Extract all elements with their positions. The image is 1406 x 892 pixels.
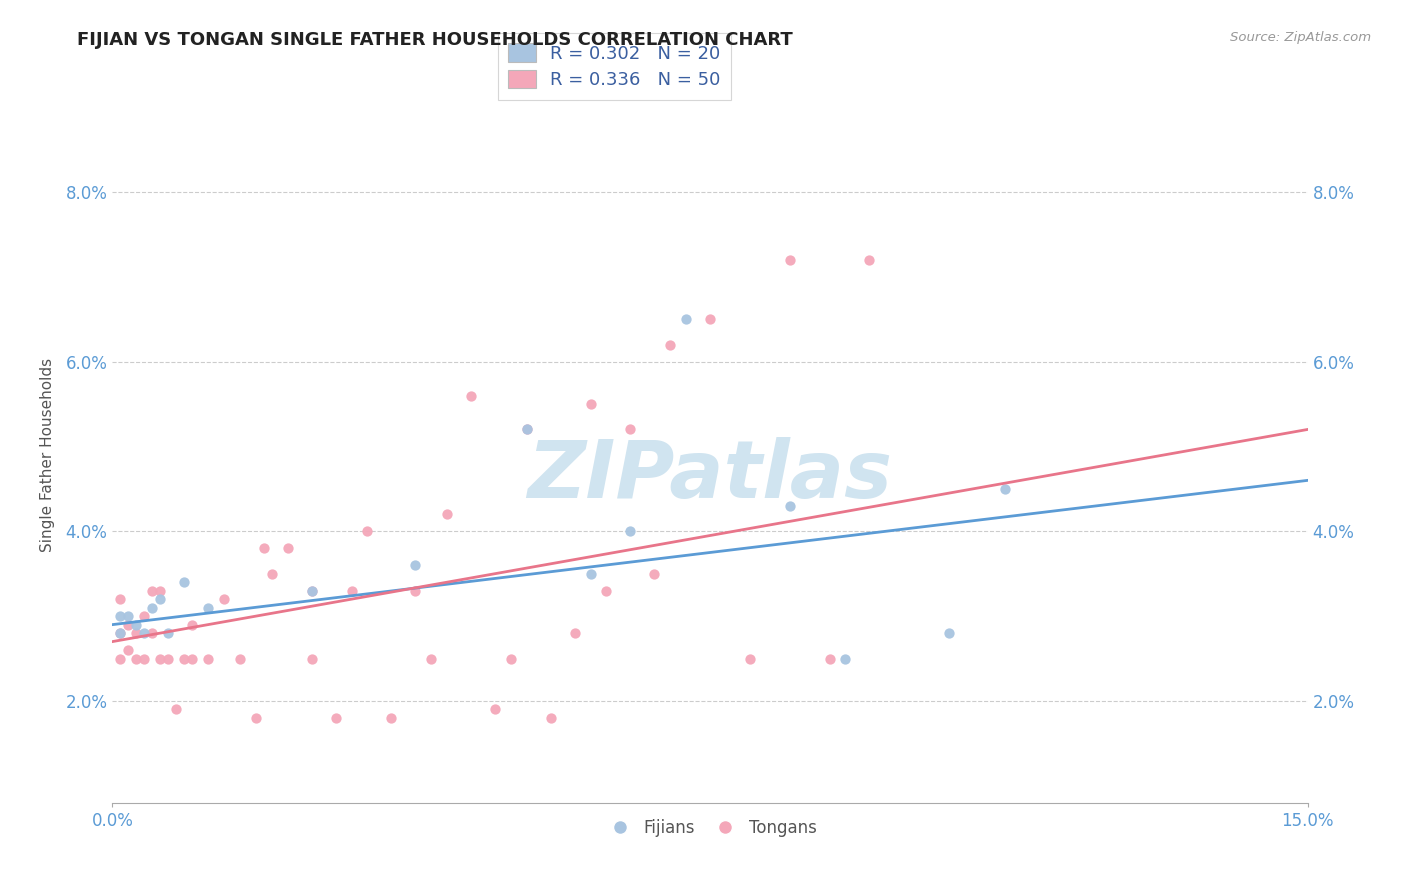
Point [356,524,378,539]
Point [659,337,682,351]
Point [699,312,721,326]
Point [779,499,801,513]
Point [141,600,163,615]
Point [834,651,856,665]
Point [253,541,276,556]
Point [595,583,617,598]
Point [301,583,323,598]
Point [173,651,195,665]
Point [110,609,132,624]
Point [325,711,347,725]
Point [619,524,641,539]
Point [499,651,522,665]
Point [579,566,602,581]
Point [301,651,323,665]
Point [340,583,363,598]
Point [229,651,252,665]
Point [460,388,482,402]
Point [141,626,163,640]
Point [141,583,163,598]
Point [540,711,562,725]
Point [436,508,458,522]
Point [516,422,538,436]
Point [779,252,801,267]
Point [245,711,267,725]
Point [197,600,219,615]
Point [260,566,283,581]
Point [149,583,172,598]
Point [938,626,960,640]
Point [643,566,665,581]
Point [125,651,148,665]
Point [564,626,586,640]
Point [134,651,156,665]
Point [738,651,761,665]
Point [197,651,219,665]
Point [125,626,148,640]
Point [420,651,443,665]
Point [212,592,235,607]
Point [110,592,132,607]
Point [125,617,148,632]
Point [301,583,323,598]
Point [619,422,641,436]
Point [117,609,139,624]
Point [181,617,204,632]
Point [117,617,139,632]
Y-axis label: Single Father Households: Single Father Households [39,358,55,552]
Point [157,651,180,665]
Point [181,651,204,665]
Point [165,702,187,716]
Point [380,711,402,725]
Point [117,643,139,657]
Text: Source: ZipAtlas.com: Source: ZipAtlas.com [1230,31,1371,45]
Point [516,422,538,436]
Point [404,583,426,598]
Point [157,626,180,640]
Point [134,626,156,640]
Point [110,651,132,665]
Legend: Fijians, Tongans: Fijians, Tongans [598,812,823,843]
Point [818,651,841,665]
Point [149,592,172,607]
Point [149,651,172,665]
Point [484,702,506,716]
Point [579,397,602,411]
Point [173,575,195,590]
Text: ZIPatlas: ZIPatlas [527,437,893,515]
Point [404,558,426,573]
Text: FIJIAN VS TONGAN SINGLE FATHER HOUSEHOLDS CORRELATION CHART: FIJIAN VS TONGAN SINGLE FATHER HOUSEHOLD… [77,31,793,49]
Point [858,252,880,267]
Point [134,609,156,624]
Point [110,626,132,640]
Point [675,312,697,326]
Point [110,626,132,640]
Point [277,541,299,556]
Point [994,482,1017,496]
